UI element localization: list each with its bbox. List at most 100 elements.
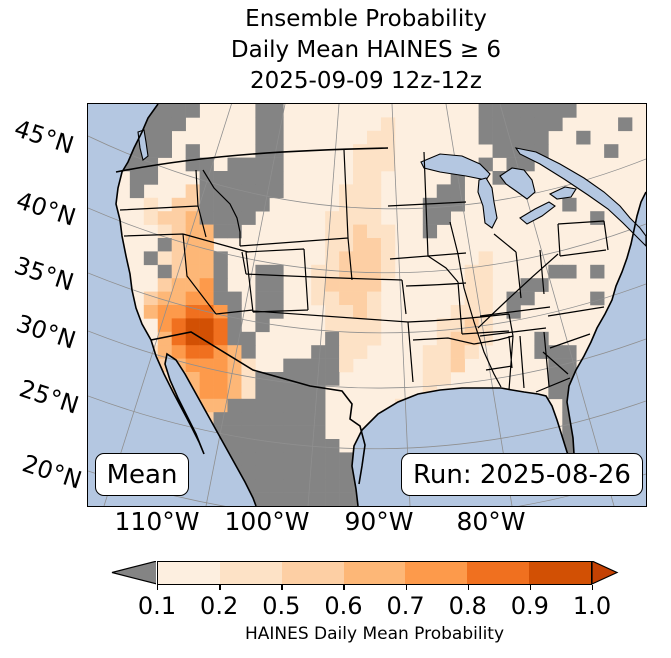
grid-cell — [157, 238, 172, 252]
grid-cell — [590, 264, 605, 279]
grid-cell — [478, 117, 493, 132]
colorbar-tick-label: 0.7 — [386, 592, 425, 620]
grid-cell — [227, 184, 242, 199]
colorbar-tick-label: 0.2 — [200, 592, 239, 620]
colorbar-tick-mark — [405, 585, 407, 590]
grid-cell — [380, 157, 396, 172]
grid-cell — [450, 318, 465, 333]
grid-cell — [478, 130, 493, 145]
grid-cell — [185, 144, 200, 158]
colorbar-under-arrow — [111, 561, 156, 585]
grid-cell — [171, 291, 186, 306]
grid-cell — [548, 385, 563, 400]
st-lawrence-river — [514, 147, 646, 247]
grid-cell — [311, 479, 326, 493]
lake-ontario — [548, 186, 577, 200]
colorbar-axis-label: HAINES Daily Mean Probability — [244, 624, 505, 644]
grid-cell — [241, 412, 256, 426]
grid-cell — [422, 224, 438, 239]
grid-cell — [339, 238, 354, 252]
colorbar-tick-mark — [219, 585, 221, 590]
grid-cell — [311, 465, 326, 480]
grid-cell — [227, 318, 242, 333]
international-borders — [115, 147, 389, 485]
grid-cell — [283, 385, 298, 400]
grid-cell — [199, 197, 214, 212]
grid-cell — [464, 318, 479, 333]
grid-cell — [478, 104, 493, 118]
grid-cell — [227, 358, 242, 373]
grid-cell — [367, 211, 382, 225]
grid-cell — [255, 412, 270, 426]
grid-cell — [241, 197, 256, 212]
grid-cell — [380, 117, 396, 132]
grid-cell — [450, 197, 465, 212]
grid-cell — [353, 171, 368, 185]
grid-cell — [450, 331, 465, 346]
probability-grid — [116, 104, 633, 506]
colorbar: 0.1 0.2 0.5 0.6 0.7 0.8 0.9 1.0 HAINES Daily Me… — [0, 556, 671, 656]
grid-cell — [269, 398, 284, 413]
run-date-box: Run: 2025-08-26 — [401, 453, 643, 496]
grid-cell — [450, 305, 465, 319]
grid-cell — [562, 345, 577, 359]
grid-cell — [241, 439, 256, 453]
grid-cell — [269, 479, 284, 493]
grid-cell — [255, 291, 270, 306]
grid-cell — [241, 465, 256, 480]
grid-cell — [157, 224, 172, 239]
grid-cell — [143, 171, 159, 185]
grid-cell — [353, 318, 368, 333]
colorbar-tick-label: 0.1 — [137, 592, 177, 620]
grid-cell — [548, 264, 563, 279]
grid-cell — [241, 425, 256, 440]
grid-cell — [478, 278, 493, 292]
grid-cell — [297, 479, 312, 493]
grid-cell — [185, 184, 200, 199]
grid-cell — [269, 385, 284, 400]
grid-cell — [520, 130, 535, 145]
grid-cell — [213, 184, 228, 199]
grid-cell — [436, 358, 451, 373]
grid-cell — [213, 291, 228, 306]
grid-cell — [325, 358, 340, 373]
grid-cell — [325, 318, 340, 333]
grid-cell — [213, 385, 228, 400]
grid-cell — [227, 171, 242, 185]
grid-cell — [171, 238, 186, 252]
grid-cell — [199, 211, 214, 225]
grid-cell — [311, 385, 326, 400]
title-line-2: Daily Mean HAINES ≥ 6 — [230, 37, 502, 63]
title-line-3: 2025-09-09 12z-12z — [250, 68, 482, 94]
grid-cell — [436, 345, 451, 359]
grid-cell — [157, 305, 172, 319]
grid-cell — [157, 117, 172, 132]
grid-cell — [241, 372, 256, 386]
grid-cell — [353, 331, 368, 346]
grid-cell — [353, 157, 368, 172]
grid-cell — [185, 318, 200, 333]
grid-cell — [213, 331, 228, 346]
grid-cell — [380, 224, 396, 239]
grid-cell — [199, 224, 214, 239]
grid-cell — [534, 117, 549, 132]
grid-cell — [548, 345, 563, 359]
grid-cell — [185, 291, 200, 306]
grid-cell — [143, 157, 159, 172]
grid-cell — [143, 291, 159, 306]
grid-cell — [199, 385, 214, 400]
grid-cell — [380, 264, 396, 279]
grid-cell — [143, 211, 159, 225]
lake-superior — [420, 153, 491, 181]
grid-cell — [548, 104, 563, 118]
grid-cell — [325, 278, 340, 292]
colorbar-tick-mark — [592, 585, 594, 590]
colorbar-segment — [343, 562, 406, 584]
colorbar-tick-mark — [157, 585, 159, 590]
colorbar-tick-mark — [343, 585, 345, 590]
grid-cell — [297, 398, 312, 413]
lat-tick-label: 30°N — [12, 309, 80, 355]
grid-cell — [297, 385, 312, 400]
grid-cell — [269, 305, 284, 319]
grid-cell — [269, 492, 284, 506]
